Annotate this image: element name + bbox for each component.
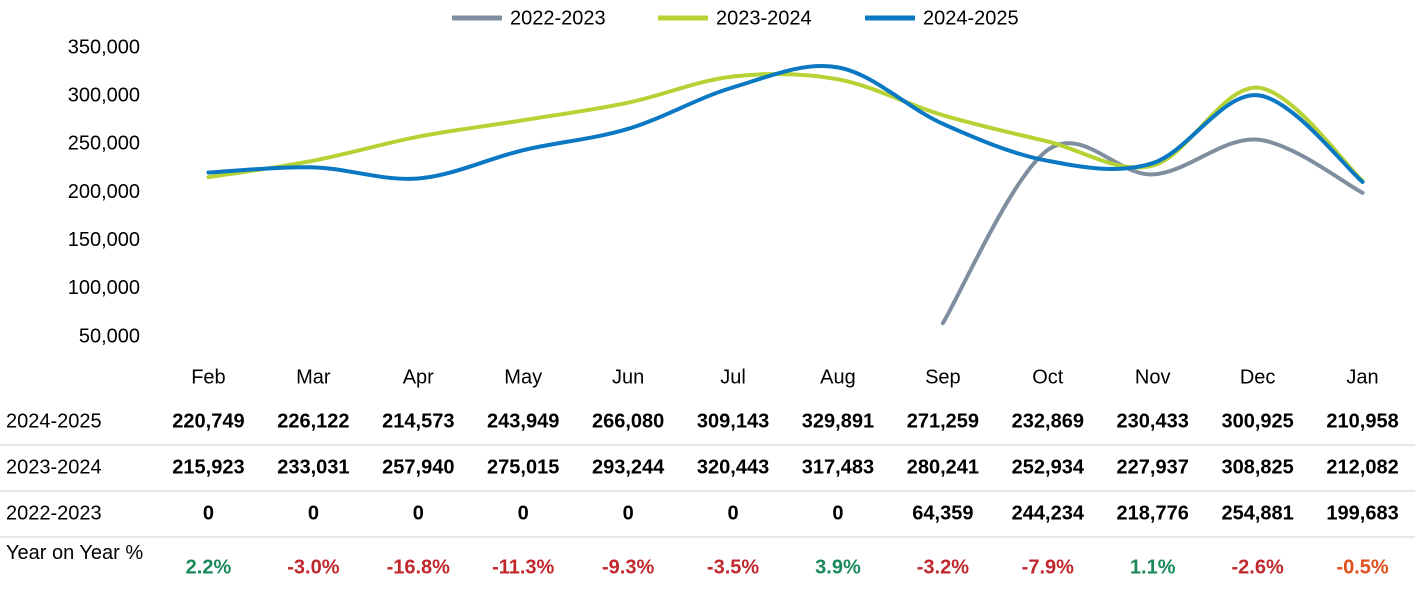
series-line [940,137,1365,326]
table-cell: 199,683 [1326,502,1398,524]
table-cell: 320,443 [697,456,769,478]
x-tick-label: Jan [1346,366,1378,388]
table-cell: 212,082 [1326,456,1398,478]
table-cell: 215,923 [172,456,244,478]
x-tick-label: May [504,366,542,388]
table-cell: 230,433 [1117,410,1189,432]
yoy-cell: -11.3% [492,556,554,578]
y-tick-label: 50,000 [79,325,140,347]
y-tick-label: 350,000 [68,36,140,58]
table-cell: 293,244 [592,456,665,478]
y-tick-label: 300,000 [68,84,140,106]
table-cell: 257,940 [382,456,454,478]
table-cell: 329,891 [802,410,874,432]
table-cell: 243,949 [487,410,559,432]
row-label: 2024-2025 [6,410,102,432]
x-tick-label: Feb [191,366,225,388]
yoy-cell: -2.6% [1232,556,1284,578]
table-cell: 214,573 [382,410,454,432]
table-cell: 252,934 [1012,456,1085,478]
table-cell: 300,925 [1221,410,1293,432]
table-cell: 244,234 [1012,502,1085,524]
x-tick-label: Nov [1135,366,1171,388]
yoy-cell: 3.9% [815,556,861,578]
yoy-label: Year on Year % [6,542,144,564]
table-cell: 0 [518,502,529,524]
table-cell: 233,031 [277,456,349,478]
table-cell: 254,881 [1221,502,1293,524]
table-cell: 0 [413,502,424,524]
x-tick-label: Mar [296,366,331,388]
yoy-cell: -9.3% [602,556,654,578]
legend-label: 2023-2024 [716,7,812,29]
table-cell: 0 [727,502,738,524]
table-cell: 271,259 [907,410,979,432]
table-cell: 266,080 [592,410,664,432]
table-cell: 0 [623,502,634,524]
yoy-label-box: Year on Year % [6,542,144,564]
table-cell: 275,015 [487,456,559,478]
yoy-cell: -0.5% [1336,556,1388,578]
table-cell: 0 [832,502,843,524]
table-cell: 308,825 [1221,456,1293,478]
x-tick-label: Jul [720,366,746,388]
x-tick-label: Dec [1240,366,1276,388]
table-cell: 232,869 [1012,410,1084,432]
table-cell: 0 [308,502,319,524]
yoy-cell: -7.9% [1022,556,1074,578]
y-tick-label: 100,000 [68,277,140,299]
legend-label: 2024-2025 [923,7,1019,29]
table-cell: 280,241 [907,456,979,478]
table-cell: 210,958 [1326,410,1398,432]
table-cell: 220,749 [172,410,244,432]
x-tick-label: Sep [925,366,961,388]
row-label: 2022-2023 [6,502,102,524]
table-cell: 64,359 [912,502,973,524]
x-tick-label: Apr [403,366,434,388]
x-tick-label: Oct [1032,366,1064,388]
yoy-cell: -16.8% [387,556,451,578]
table-cell: 227,937 [1117,456,1189,478]
y-tick-label: 150,000 [68,229,140,251]
table-cell: 218,776 [1117,502,1189,524]
yoy-cell: 1.1% [1130,556,1176,578]
y-tick-label: 250,000 [68,133,140,155]
legend-label: 2022-2023 [510,7,606,29]
row-label: 2023-2024 [6,456,102,478]
table-cell: 317,483 [802,456,874,478]
yoy-cell: -3.0% [287,556,339,578]
x-tick-label: Jun [612,366,644,388]
y-tick-label: 200,000 [68,181,140,203]
yoy-cell: 2.2% [186,556,232,578]
x-tick-label: Aug [820,366,856,388]
series-line [206,64,1365,184]
table-cell: 0 [203,502,214,524]
yoy-cell: -3.5% [707,556,759,578]
yoy-cell: -3.2% [917,556,969,578]
table-cell: 309,143 [697,410,769,432]
table-cell: 226,122 [277,410,349,432]
